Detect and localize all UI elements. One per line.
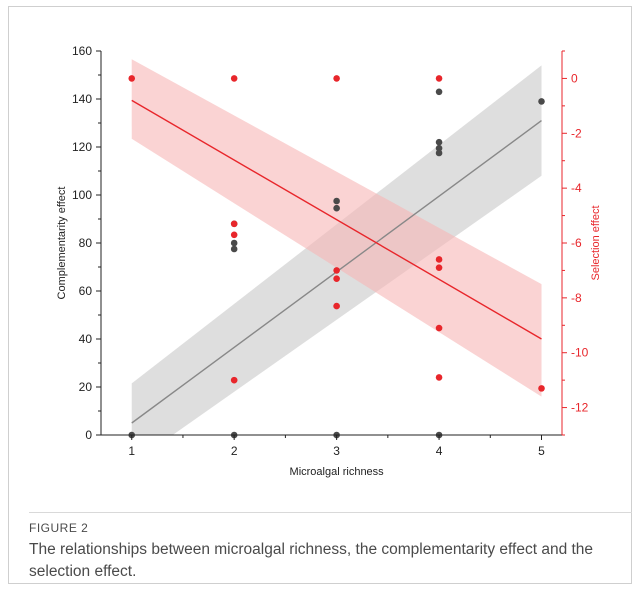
y-left-tick-label: 20 — [79, 380, 93, 394]
data-point-right — [333, 75, 340, 82]
data-point-right — [333, 302, 340, 310]
data-point-right — [333, 267, 340, 274]
divider — [29, 512, 632, 513]
figure-caption: The relationships between microalgal ric… — [29, 541, 594, 580]
figure-label: FIGURE 2 — [29, 521, 89, 535]
data-point-right — [435, 324, 443, 332]
data-point-left — [230, 245, 238, 253]
y-right-tick-label: -2 — [571, 126, 582, 140]
y-right-tick-label: -6 — [571, 236, 582, 250]
y-left-tick-label: 60 — [79, 284, 93, 298]
y-left-tick-label: 120 — [72, 140, 92, 154]
y-left-tick-label: 160 — [72, 44, 92, 58]
y-left-axis-label: Complementarity effect — [56, 187, 68, 300]
data-point-right — [333, 275, 340, 282]
x-tick-label: 3 — [333, 444, 340, 458]
data-point-left — [435, 149, 443, 157]
y-right-axis-label: Selection effect — [590, 205, 602, 280]
chart: 1 2 3 4 5 Microalgal richness 0 20 40 60 80 100 120 1… — [56, 44, 602, 478]
y-right-tick-label: -10 — [571, 346, 589, 360]
data-point-right — [435, 75, 443, 82]
y-left-tick-label: 80 — [79, 236, 93, 250]
data-point-right — [230, 75, 238, 82]
y-right-tick-label: -4 — [571, 181, 582, 195]
x-tick-label: 4 — [436, 444, 443, 458]
figure-card: 1 2 3 4 5 Microalgal richness 0 20 40 60 80 100 120 1… — [8, 6, 632, 584]
data-point-right — [435, 264, 443, 271]
data-point-right — [230, 220, 238, 228]
data-point-left — [333, 197, 340, 205]
y-left-tick-label: 140 — [72, 92, 92, 106]
data-point-left — [435, 138, 443, 146]
x-tick-label: 1 — [128, 444, 135, 458]
y-right-tick-label: -12 — [571, 401, 589, 415]
y-left-tick-label: 100 — [72, 188, 92, 202]
fit-line-right — [131, 99, 542, 340]
y-left-tick-label: 40 — [79, 332, 93, 346]
data-point-right — [230, 376, 238, 384]
data-point-left — [230, 239, 238, 247]
data-point-right — [435, 256, 443, 263]
data-point-left — [333, 204, 340, 212]
y-right-tick-label: 0 — [571, 71, 578, 85]
x-tick-label: 2 — [231, 444, 238, 458]
x-tick-label: 5 — [538, 444, 545, 458]
y-right-tick-label: -8 — [571, 291, 582, 305]
data-point-right — [538, 385, 545, 392]
data-point-left — [435, 144, 443, 152]
y-left-tick-label: 0 — [85, 428, 92, 442]
data-point-right — [230, 231, 238, 239]
data-point-left — [538, 98, 545, 105]
data-point-left — [435, 88, 443, 96]
data-point-right — [128, 75, 136, 82]
confidence-band-right — [131, 59, 542, 397]
plot-area — [131, 59, 542, 435]
x-axis-label: Microalgal richness — [290, 466, 385, 478]
data-point-right — [435, 374, 443, 381]
